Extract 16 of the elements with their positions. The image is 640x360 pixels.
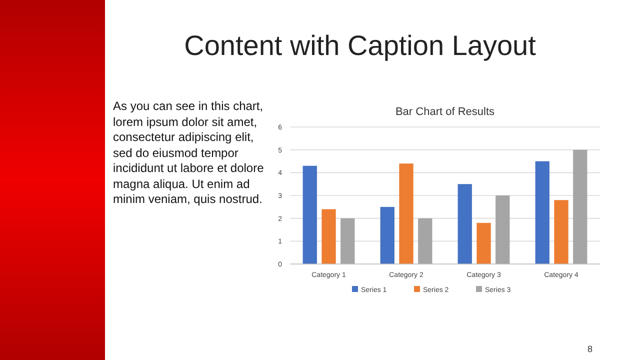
bar <box>302 166 317 264</box>
bar <box>322 209 336 264</box>
text: Content with Caption Layout <box>184 30 536 61</box>
bar <box>496 196 510 264</box>
bar <box>458 184 472 264</box>
bar <box>418 218 432 264</box>
bar <box>554 200 568 264</box>
chart-title: Bar Chart of Results <box>395 106 496 118</box>
bar <box>340 218 355 264</box>
bar <box>573 150 588 264</box>
bar <box>535 161 550 264</box>
text: As you can see in this chart, lorem ipsum dolor sit amet, consectetur adipiscing elit, sed do eiusmod tempor incididunt ut labore et dolore magna aliqua. Ut enim ad minim veniam, quis nostrud. <box>113 99 265 208</box>
text: 8 <box>587 344 593 354</box>
bar <box>476 222 491 264</box>
bar <box>380 206 394 264</box>
bar <box>399 164 414 264</box>
